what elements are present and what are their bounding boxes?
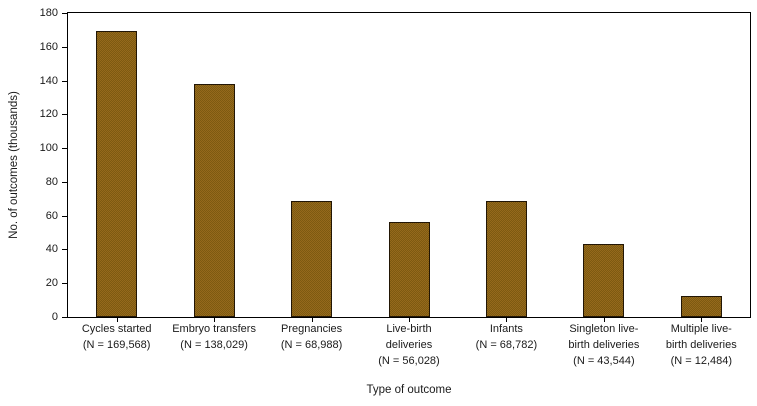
category-label: Embryo transfers (N = 138,029) [159, 321, 269, 353]
category-label: Infants (N = 68,782) [451, 321, 561, 353]
x-tick-mark [506, 318, 508, 322]
y-tick-mark [62, 283, 67, 284]
x-tick-mark [409, 318, 410, 322]
bar [388, 222, 430, 317]
category-label: Live-birth deliveries (N = 56,028) [354, 321, 464, 369]
x-tick-mark [701, 318, 703, 322]
y-tick-label: 140 [39, 75, 58, 87]
y-axis-title: No. of outcomes (thousands) [8, 91, 20, 239]
y-tick-mark [62, 114, 67, 115]
x-tick-mark [603, 318, 605, 322]
category-label-line: (N = 169,568) [82, 339, 151, 351]
y-tick-label: 100 [39, 142, 58, 154]
category-label-line: (N = 68,782) [475, 339, 538, 351]
category-label: Singleton live-birth deliveries (N = 43,5… [549, 321, 659, 369]
bar [96, 30, 138, 317]
y-tick-label: 40 [45, 243, 58, 255]
y-tick-mark [62, 182, 67, 183]
category-label-line: (N = 138,029) [180, 339, 248, 351]
y-tick-label: 80 [45, 176, 58, 188]
bar [193, 83, 235, 317]
category-label-line: Live-birth [386, 323, 432, 335]
y-tick-label: 120 [39, 108, 58, 120]
x-tick-mark [116, 318, 118, 322]
category-label-line: (N = 12,484) [670, 355, 733, 367]
category-label-line: Pregnancies [281, 323, 343, 335]
category-label: Pregnancies (N = 68,988) [257, 321, 367, 353]
y-tick-mark [62, 249, 67, 250]
category-label-line: Singleton live- [569, 323, 639, 335]
category-label-line: Infants [489, 323, 523, 335]
category-label: Cycles started (N = 169,568) [62, 321, 172, 353]
y-tick-mark [62, 216, 67, 217]
x-tick-mark [311, 318, 313, 322]
bar [583, 243, 625, 317]
y-tick-label: 160 [39, 41, 58, 53]
bar [680, 295, 722, 317]
y-tick-mark [62, 47, 67, 48]
y-tick-label: 0 [51, 311, 58, 323]
y-tick-mark [62, 148, 67, 149]
category-label-line: (N = 56,028) [378, 355, 440, 367]
category-label-line: (N = 43,544) [573, 355, 635, 367]
category-label-line: birth deliveries [665, 339, 737, 351]
bar [291, 200, 333, 317]
y-tick-label: 60 [45, 210, 58, 222]
y-tick-label: 20 [45, 277, 58, 289]
category-label-line: Multiple live- [670, 323, 732, 335]
category-label-line: deliveries [385, 339, 433, 351]
category-label-line: Cycles started [81, 323, 152, 335]
y-tick-mark [62, 81, 67, 82]
y-tick-label: 180 [39, 7, 58, 19]
category-label-line: (N = 68,988) [280, 339, 343, 351]
category-label-line: birth deliveries [568, 339, 640, 351]
y-tick-mark [62, 13, 67, 14]
y-tick-mark [62, 317, 67, 318]
x-axis-title: Type of outcome [366, 384, 452, 396]
x-tick-mark [214, 318, 216, 322]
category-label: Multiple live-birth deliveries (N = 12,48… [646, 321, 756, 369]
category-label-line: Embryo transfers [172, 323, 256, 335]
bar [485, 200, 527, 317]
